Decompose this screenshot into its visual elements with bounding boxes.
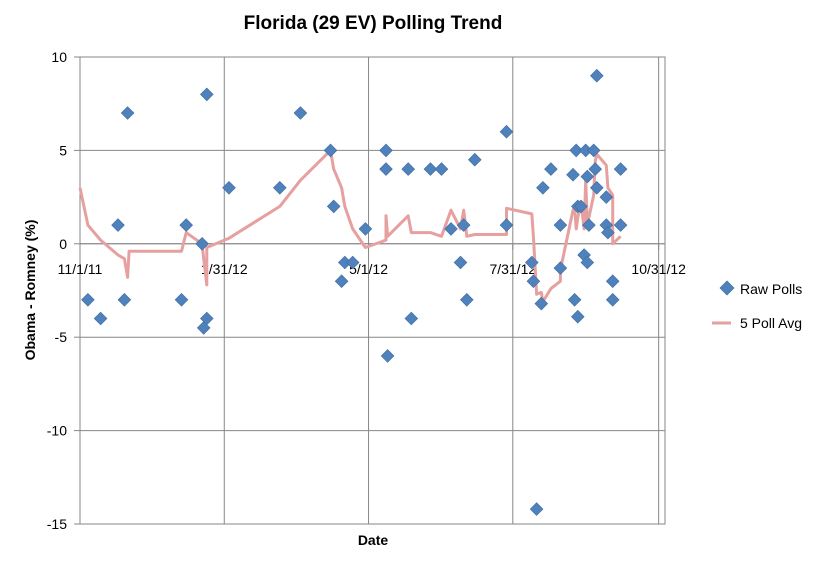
data-point-raw-polls: [605, 274, 620, 288]
series-line-5-poll-avg: [78, 148, 622, 304]
legend-item-5-poll-avg: 5 Poll Avg: [712, 315, 802, 331]
data-point-raw-polls: [580, 255, 595, 270]
data-point-raw-polls: [334, 274, 349, 288]
data-point-raw-polls: [569, 143, 583, 158]
data-point-raw-polls: [195, 237, 209, 251]
plot-area-border: [79, 56, 666, 525]
data-point-raw-polls: [553, 261, 568, 275]
data-point-raw-polls: [544, 162, 558, 176]
data-point-raw-polls: [605, 293, 620, 307]
data-point-raw-polls: [534, 296, 549, 311]
data-point-raw-polls: [222, 181, 236, 195]
data-point-raw-polls: [273, 181, 287, 195]
data-point-raw-polls: [586, 143, 601, 158]
data-point-raw-polls: [380, 349, 395, 363]
x-tick-label: 11/1/11: [58, 261, 103, 277]
data-point-raw-polls: [499, 124, 514, 139]
data-point-raw-polls: [590, 68, 604, 83]
legend: Raw Polls 5 Poll Avg: [712, 280, 802, 331]
data-point-raw-polls: [93, 311, 108, 326]
data-point-raw-polls: [345, 255, 360, 270]
y-tick-label: -15: [47, 516, 67, 532]
legend-marker-raw-polls: [719, 280, 735, 296]
data-point-raw-polls: [379, 143, 393, 158]
raw-polls-layer: [81, 68, 628, 516]
data-point-raw-polls: [434, 162, 449, 176]
data-point-raw-polls: [601, 225, 615, 240]
data-point-raw-polls: [174, 293, 189, 307]
avg-line-layer: [78, 148, 622, 304]
legend-item-raw-polls: Raw Polls: [719, 280, 802, 297]
x-tick-label: 10/31/12: [631, 261, 686, 277]
data-point-raw-polls: [81, 293, 95, 307]
data-point-raw-polls: [499, 218, 514, 232]
data-point-raw-polls: [567, 293, 582, 307]
y-tick-label: 10: [51, 49, 67, 65]
data-point-raw-polls: [599, 190, 614, 204]
data-point-raw-polls: [293, 106, 308, 120]
data-point-raw-polls: [453, 255, 468, 270]
y-axis-title: Obama - Romney (%): [22, 220, 38, 361]
data-point-raw-polls: [456, 218, 471, 232]
x-tick-label: 1/31/12: [201, 261, 248, 277]
grid-lines: [79, 56, 665, 525]
y-axis: 10 5 0 -5 -10 -15: [47, 49, 80, 532]
data-point-raw-polls: [358, 222, 373, 236]
x-axis-title: Date: [358, 532, 389, 548]
data-point-raw-polls: [525, 255, 539, 270]
y-tick-label: 0: [59, 236, 67, 252]
y-tick-label: -10: [47, 423, 67, 439]
data-point-raw-polls: [179, 218, 193, 232]
y-tick-label: 5: [59, 142, 67, 158]
data-point-raw-polls: [111, 218, 125, 232]
data-point-raw-polls: [566, 167, 580, 182]
data-point-raw-polls: [529, 502, 544, 516]
data-point-raw-polls: [423, 162, 438, 176]
data-point-raw-polls: [580, 169, 595, 184]
data-point-raw-polls: [526, 274, 541, 288]
data-point-raw-polls: [323, 143, 338, 158]
data-point-raw-polls: [571, 309, 585, 324]
data-point-raw-polls: [553, 218, 568, 232]
legend-label-raw-polls: Raw Polls: [740, 281, 802, 297]
data-point-raw-polls: [444, 222, 458, 236]
data-point-raw-polls: [590, 181, 604, 195]
data-point-raw-polls: [200, 311, 214, 326]
data-point-raw-polls: [401, 162, 415, 176]
data-point-raw-polls: [120, 106, 135, 120]
x-tick-label: 5/1/12: [349, 261, 388, 277]
data-point-raw-polls: [379, 162, 393, 176]
x-tick-label: 7/31/12: [489, 261, 536, 277]
data-point-raw-polls: [578, 143, 593, 158]
y-tick-label: -5: [55, 329, 68, 345]
data-point-raw-polls: [460, 293, 474, 307]
data-point-raw-polls: [200, 87, 214, 102]
data-point-raw-polls: [613, 162, 628, 176]
data-point-raw-polls: [574, 199, 588, 214]
data-point-raw-polls: [536, 181, 550, 195]
data-point-raw-polls: [613, 218, 628, 232]
chart-title: Florida (29 EV) Polling Trend: [244, 13, 503, 34]
data-point-raw-polls: [582, 218, 596, 232]
data-point-raw-polls: [326, 199, 341, 214]
legend-label-5-poll-avg: 5 Poll Avg: [740, 315, 802, 331]
data-point-raw-polls: [338, 255, 352, 270]
data-point-raw-polls: [588, 162, 602, 176]
data-point-raw-polls: [404, 311, 419, 326]
data-point-raw-polls: [468, 152, 482, 167]
data-point-raw-polls: [117, 293, 132, 307]
